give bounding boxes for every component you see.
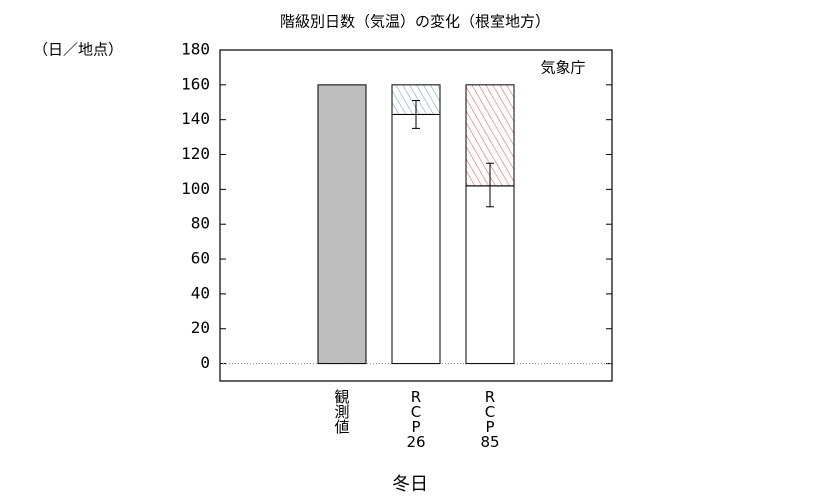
bar [465,185,515,365]
y-tick-label: 80 [191,214,210,233]
annotation: 気象庁 [540,59,585,77]
y-axis-label: （日／地点） [33,41,123,59]
y-tick-label: 20 [191,318,210,337]
y-tick-label: 160 [181,74,210,93]
x-tick-label: R C P 26 [406,388,425,451]
plot-frame [219,49,613,382]
bar [317,84,367,365]
x-tick-label: R C P 85 [480,388,499,451]
y-tick-label: 100 [181,179,210,198]
chart-title: 階級別日数（気温）の変化（根室地方） [280,13,550,31]
y-tick-label: 140 [181,109,210,128]
y-tick-label: 60 [191,249,210,268]
y-tick-label: 40 [191,283,210,302]
y-tick-label: 0 [200,353,210,372]
y-tick-label: 120 [181,144,210,163]
x-axis-label: 冬日 [392,474,428,495]
y-tick-label: 180 [181,40,210,59]
bar [391,113,441,365]
x-tick-label: 観測値 [334,388,349,436]
